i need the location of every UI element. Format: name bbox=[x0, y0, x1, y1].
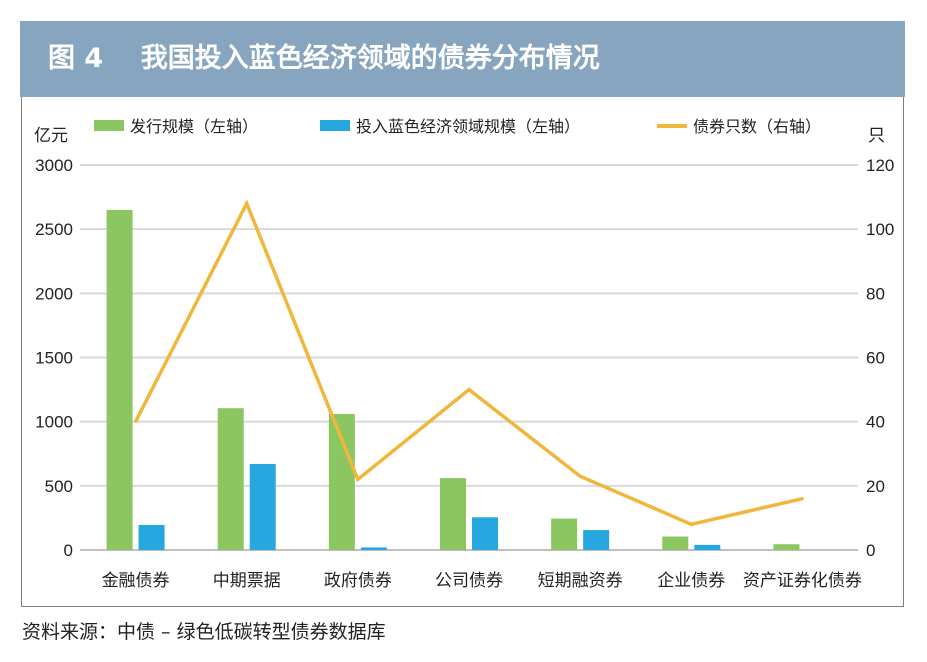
right-tick-label: 0 bbox=[866, 541, 875, 560]
bar-blue-economy-5 bbox=[694, 544, 721, 550]
bar-issue-5 bbox=[662, 536, 689, 550]
line-point-6 bbox=[800, 497, 804, 501]
bar-issue-0 bbox=[106, 209, 133, 550]
bar-issue-3 bbox=[440, 478, 466, 550]
left-axis-unit: 亿元 bbox=[34, 126, 68, 146]
line-point-1 bbox=[245, 202, 249, 205]
category-label: 公司债券 bbox=[435, 571, 503, 591]
category-label: 金融债券 bbox=[102, 571, 170, 591]
line-point-2 bbox=[356, 477, 360, 481]
legend-swatch-issue bbox=[94, 120, 124, 131]
right-tick-label: 80 bbox=[866, 284, 885, 303]
bar-blue-economy-0 bbox=[138, 524, 165, 550]
left-tick-label: 1000 bbox=[35, 413, 73, 432]
line-point-5 bbox=[689, 522, 693, 526]
bar-blue-economy-2 bbox=[360, 547, 387, 550]
category-label: 资产证券化债券 bbox=[743, 571, 862, 591]
legend-label-bond-count: 债券只数（右轴） bbox=[693, 117, 821, 136]
category-label: 政府债券 bbox=[324, 571, 392, 591]
left-tick-label: 2000 bbox=[35, 284, 73, 303]
bar-blue-economy-3 bbox=[472, 517, 498, 550]
left-tick-label: 1500 bbox=[35, 349, 73, 368]
right-axis-unit: 只 bbox=[868, 126, 885, 146]
left-tick-label: 2500 bbox=[35, 220, 73, 239]
legend-swatch-blue-economy bbox=[320, 120, 350, 131]
chart-frame bbox=[21, 97, 904, 607]
bar-blue-economy-4 bbox=[583, 530, 610, 550]
left-tick-label: 500 bbox=[45, 477, 73, 496]
right-tick-label: 120 bbox=[866, 156, 894, 175]
legend-label-issue: 发行规模（左轴） bbox=[130, 117, 258, 136]
category-label: 中期票据 bbox=[213, 571, 281, 591]
chart-title: 图 4 我国投入蓝色经济领域的债券分布情况 bbox=[48, 43, 600, 74]
chart-header: 图 4 我国投入蓝色经济领域的债券分布情况 bbox=[20, 21, 905, 97]
source-note: 资料来源：中债 – 绿色低碳转型债券数据库 bbox=[22, 621, 386, 643]
category-label: 短期融资券 bbox=[538, 571, 623, 591]
left-tick-label: 0 bbox=[64, 541, 73, 560]
right-tick-label: 20 bbox=[866, 477, 885, 496]
bar-blue-economy-1 bbox=[249, 464, 276, 550]
bar-issue-4 bbox=[551, 518, 578, 550]
line-point-4 bbox=[578, 474, 582, 478]
category-label: 企业债券 bbox=[657, 571, 725, 591]
line-point-3 bbox=[467, 388, 471, 392]
bar-issue-6 bbox=[773, 544, 800, 550]
right-tick-label: 40 bbox=[866, 413, 885, 432]
right-tick-label: 100 bbox=[866, 220, 894, 239]
right-tick-label: 60 bbox=[866, 349, 885, 368]
bar-issue-1 bbox=[217, 408, 244, 550]
line-point-0 bbox=[134, 420, 138, 424]
left-tick-label: 3000 bbox=[35, 156, 73, 175]
legend-label-blue-economy: 投入蓝色经济领域规模（左轴） bbox=[356, 117, 580, 136]
bar-issue-2 bbox=[328, 413, 355, 550]
